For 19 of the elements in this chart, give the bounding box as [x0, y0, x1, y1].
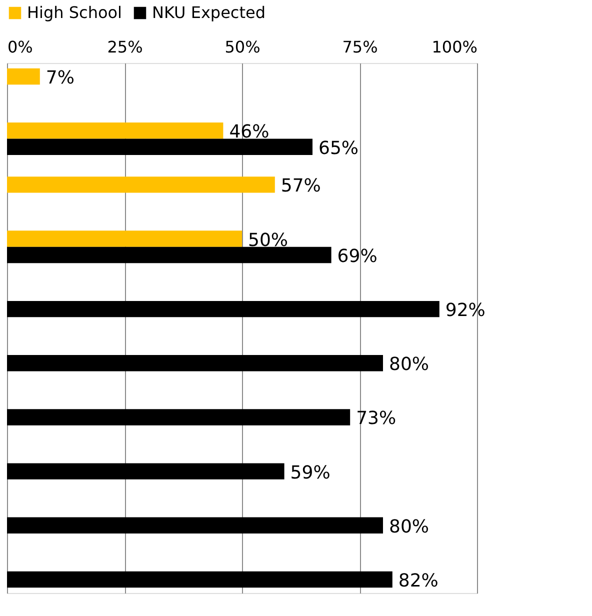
data-label: 69%: [337, 246, 378, 267]
data-label: 82%: [398, 570, 438, 592]
x-tick-label: 0%: [8, 38, 33, 56]
data-label: 57%: [280, 176, 321, 197]
x-tick-label: 50%: [224, 38, 260, 56]
legend-label: NKU Expected: [152, 3, 266, 22]
data-label: 92%: [445, 300, 486, 322]
data-label: 50%: [248, 230, 288, 251]
data-label: 59%: [290, 462, 330, 484]
x-tick-label: 75%: [342, 38, 378, 56]
data-label: 80%: [389, 516, 430, 538]
data-label: 7%: [46, 68, 74, 89]
x-tick-label: 25%: [107, 38, 143, 56]
data-label: 80%: [389, 354, 430, 376]
x-tick-label: 100%: [432, 38, 478, 56]
data-label: 65%: [318, 138, 359, 159]
data-label: 73%: [356, 408, 396, 430]
legend-label: High School: [27, 3, 122, 22]
data-label: 46%: [229, 122, 270, 143]
